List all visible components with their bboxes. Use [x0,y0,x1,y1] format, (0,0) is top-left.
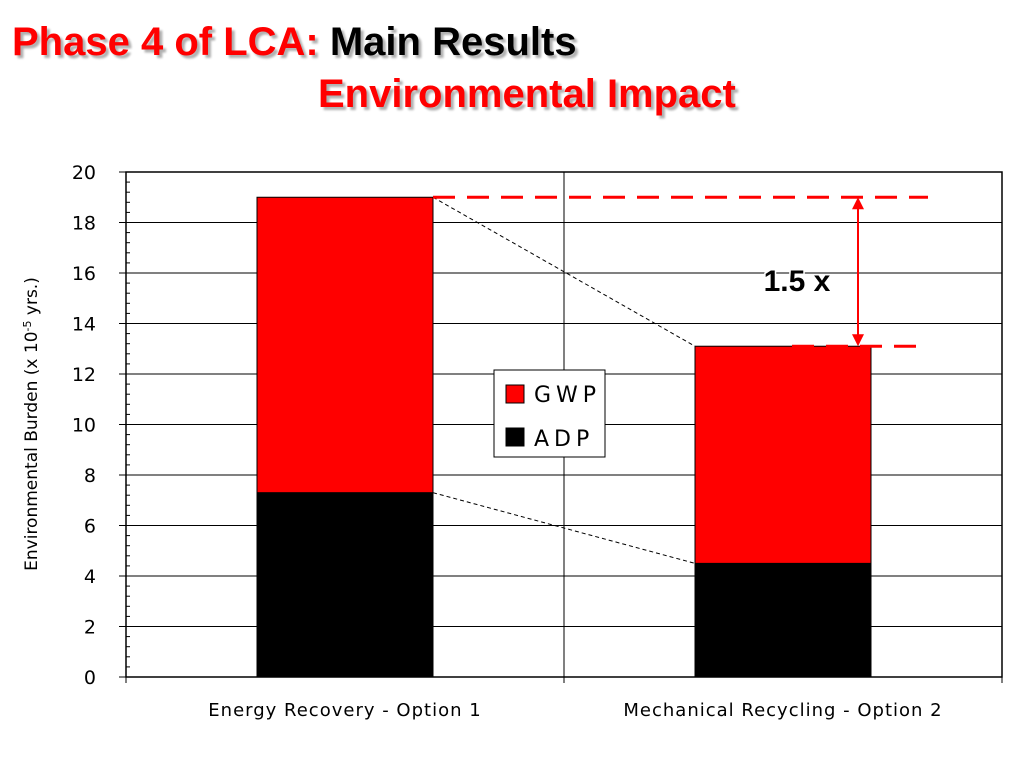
y-axis-label-exponent: -5 [21,320,34,331]
y-tick-label: 14 [72,314,96,336]
bar-layer [256,196,872,678]
y-tick-label: 12 [72,364,96,386]
legend-label-adp: ADP [534,427,594,452]
y-tick-label: 8 [84,465,96,487]
connector-line-gwp [432,196,696,347]
y-tick-label: 20 [72,162,96,184]
y-tick-label: 16 [72,263,96,285]
annotation-arrowhead-down [852,334,864,347]
connector-layer [432,196,696,564]
title-phase: Phase 4 of LCA: [12,20,319,64]
y-axis-label-end: yrs.) [22,277,42,320]
bar-gwp-2 [694,345,872,564]
annotation-arrowhead-up [852,197,864,210]
legend-swatch-gwp [505,384,525,404]
x-category-label: Energy Recovery - Option 1 [208,700,481,721]
slide-subtitle: Environmental Impact [318,72,736,116]
x-category-label: Mechanical Recycling - Option 2 [623,700,942,721]
y-tick-label: 2 [84,617,96,639]
y-tick-label: 18 [72,213,96,235]
title-main-results: Main Results [329,20,577,64]
y-axis-label-main: Environmental Burden (x 10 [22,331,42,570]
y-tick-label: 10 [72,415,96,437]
bar-adp-1 [256,492,434,678]
y-axis-label: Environmental Burden (x 10-5 yrs.) [21,277,43,571]
axis-layer: 0 2 4 6 8 10 12 14 16 18 20 Energy Recovery - Optio… [72,162,1003,721]
legend-label-gwp: GWP [534,383,601,408]
y-tick-label: 0 [84,667,96,689]
legend-swatch-adp [505,427,525,447]
y-tick-label: 4 [84,566,96,588]
connector-line-adp [432,492,696,564]
bar-gwp-1 [256,196,434,494]
annotation-layer: 1.5 x [433,195,928,348]
legend: GWP ADP [493,369,606,458]
annotation-ratio-label: 1.5 x [764,265,831,298]
slide-title: Phase 4 of LCA: Main Results [12,20,577,65]
y-tick-label: 6 [84,516,96,538]
bar-adp-2 [694,562,872,678]
